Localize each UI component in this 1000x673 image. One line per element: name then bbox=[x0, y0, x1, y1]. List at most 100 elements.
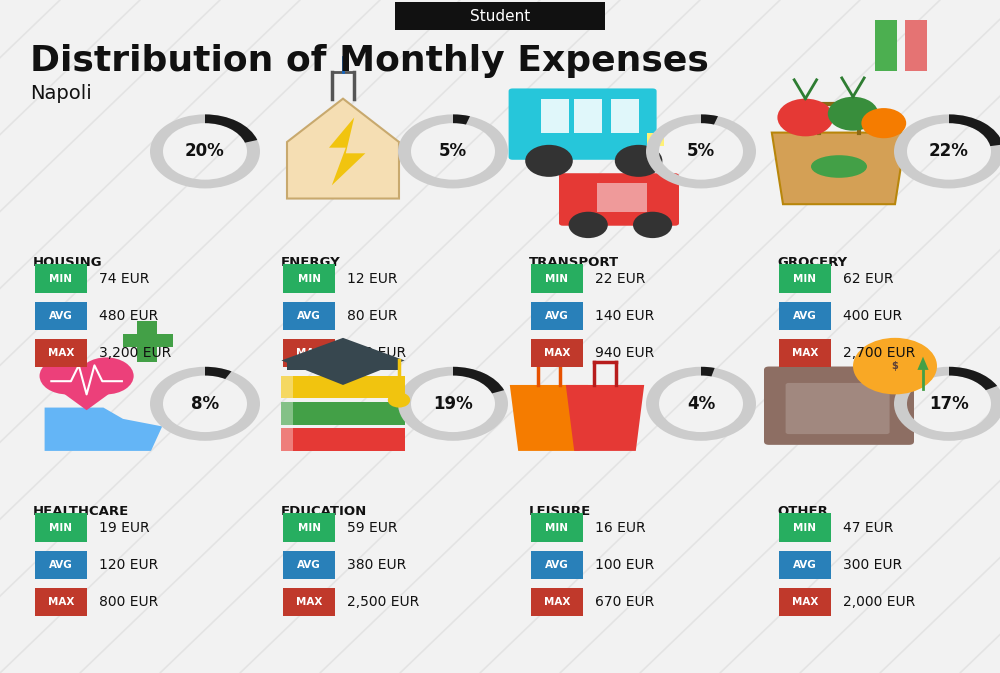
Text: AVG: AVG bbox=[297, 560, 321, 569]
Text: AVG: AVG bbox=[49, 311, 73, 320]
Wedge shape bbox=[205, 114, 257, 143]
Text: AVG: AVG bbox=[793, 311, 817, 320]
Text: EDUCATION: EDUCATION bbox=[281, 505, 367, 518]
FancyBboxPatch shape bbox=[35, 551, 87, 579]
Wedge shape bbox=[646, 114, 756, 188]
Text: 47 EUR: 47 EUR bbox=[843, 521, 893, 534]
FancyBboxPatch shape bbox=[287, 361, 399, 370]
Wedge shape bbox=[398, 367, 508, 441]
Text: LEISURE: LEISURE bbox=[529, 505, 591, 518]
FancyBboxPatch shape bbox=[779, 551, 831, 579]
FancyBboxPatch shape bbox=[559, 173, 679, 225]
Text: Napoli: Napoli bbox=[30, 84, 92, 103]
Wedge shape bbox=[398, 114, 508, 188]
Wedge shape bbox=[205, 367, 231, 379]
Ellipse shape bbox=[811, 155, 867, 178]
FancyBboxPatch shape bbox=[35, 302, 87, 330]
FancyBboxPatch shape bbox=[786, 383, 890, 434]
Text: AVG: AVG bbox=[545, 311, 569, 320]
Polygon shape bbox=[566, 385, 644, 451]
Text: 100 EUR: 100 EUR bbox=[595, 558, 654, 571]
Circle shape bbox=[569, 212, 608, 238]
Text: 19%: 19% bbox=[433, 395, 473, 413]
Text: 19 EUR: 19 EUR bbox=[99, 521, 150, 534]
FancyBboxPatch shape bbox=[611, 99, 639, 133]
Text: 62 EUR: 62 EUR bbox=[843, 272, 894, 285]
Text: MAX: MAX bbox=[48, 348, 74, 357]
FancyBboxPatch shape bbox=[283, 339, 335, 367]
Circle shape bbox=[40, 357, 94, 394]
Text: MAX: MAX bbox=[544, 597, 570, 606]
Wedge shape bbox=[150, 114, 260, 188]
Wedge shape bbox=[701, 114, 718, 125]
Text: MIN: MIN bbox=[298, 523, 321, 532]
FancyBboxPatch shape bbox=[281, 428, 405, 451]
Text: ENERGY: ENERGY bbox=[281, 256, 341, 269]
FancyBboxPatch shape bbox=[395, 2, 605, 30]
FancyBboxPatch shape bbox=[509, 88, 657, 160]
Polygon shape bbox=[287, 99, 399, 199]
Wedge shape bbox=[949, 367, 997, 390]
FancyBboxPatch shape bbox=[281, 402, 405, 425]
FancyBboxPatch shape bbox=[531, 302, 583, 330]
Text: 480 EUR: 480 EUR bbox=[99, 309, 158, 322]
FancyBboxPatch shape bbox=[779, 339, 831, 367]
FancyBboxPatch shape bbox=[283, 513, 335, 542]
Polygon shape bbox=[40, 376, 134, 411]
FancyBboxPatch shape bbox=[35, 513, 87, 542]
Text: 59 EUR: 59 EUR bbox=[347, 521, 398, 534]
Polygon shape bbox=[281, 338, 405, 385]
Wedge shape bbox=[701, 367, 715, 376]
Text: TRANSPORT: TRANSPORT bbox=[529, 256, 619, 269]
Text: Student: Student bbox=[470, 9, 530, 24]
Text: MAX: MAX bbox=[48, 597, 74, 606]
Text: 540 EUR: 540 EUR bbox=[347, 346, 406, 359]
FancyBboxPatch shape bbox=[283, 551, 335, 579]
FancyBboxPatch shape bbox=[779, 513, 831, 542]
Text: 4%: 4% bbox=[687, 395, 715, 413]
Text: 120 EUR: 120 EUR bbox=[99, 558, 158, 571]
Circle shape bbox=[525, 145, 573, 177]
Text: AVG: AVG bbox=[297, 311, 321, 320]
FancyBboxPatch shape bbox=[531, 551, 583, 579]
FancyBboxPatch shape bbox=[283, 588, 335, 616]
Text: 400 EUR: 400 EUR bbox=[843, 309, 902, 322]
Text: 300 EUR: 300 EUR bbox=[843, 558, 902, 571]
Wedge shape bbox=[453, 367, 504, 394]
FancyBboxPatch shape bbox=[281, 428, 293, 451]
Text: Distribution of Monthly Expenses: Distribution of Monthly Expenses bbox=[30, 44, 709, 78]
Polygon shape bbox=[917, 357, 929, 370]
Wedge shape bbox=[453, 114, 470, 125]
Text: AVG: AVG bbox=[793, 560, 817, 569]
Text: 74 EUR: 74 EUR bbox=[99, 272, 149, 285]
Text: 22%: 22% bbox=[929, 143, 969, 160]
FancyBboxPatch shape bbox=[647, 133, 664, 146]
Text: MIN: MIN bbox=[794, 274, 816, 283]
FancyBboxPatch shape bbox=[531, 264, 583, 293]
Wedge shape bbox=[646, 367, 756, 441]
Text: 2,700 EUR: 2,700 EUR bbox=[843, 346, 915, 359]
Text: 20%: 20% bbox=[185, 143, 225, 160]
Circle shape bbox=[861, 108, 906, 138]
FancyBboxPatch shape bbox=[35, 588, 87, 616]
Text: 800 EUR: 800 EUR bbox=[99, 595, 158, 608]
Text: OTHER: OTHER bbox=[777, 505, 828, 518]
FancyBboxPatch shape bbox=[281, 376, 405, 398]
FancyBboxPatch shape bbox=[35, 264, 87, 293]
FancyBboxPatch shape bbox=[541, 99, 569, 133]
FancyBboxPatch shape bbox=[779, 588, 831, 616]
Text: AVG: AVG bbox=[545, 560, 569, 569]
Polygon shape bbox=[772, 133, 906, 204]
Text: 22 EUR: 22 EUR bbox=[595, 272, 645, 285]
Text: 12 EUR: 12 EUR bbox=[347, 272, 398, 285]
Circle shape bbox=[777, 99, 833, 137]
Circle shape bbox=[388, 392, 410, 408]
FancyBboxPatch shape bbox=[123, 334, 173, 347]
Text: MIN: MIN bbox=[50, 523, 72, 532]
Wedge shape bbox=[949, 114, 1000, 146]
Polygon shape bbox=[510, 385, 588, 451]
Text: 2,000 EUR: 2,000 EUR bbox=[843, 595, 915, 608]
Wedge shape bbox=[894, 367, 1000, 441]
Text: MIN: MIN bbox=[298, 274, 321, 283]
Text: MIN: MIN bbox=[546, 274, 568, 283]
